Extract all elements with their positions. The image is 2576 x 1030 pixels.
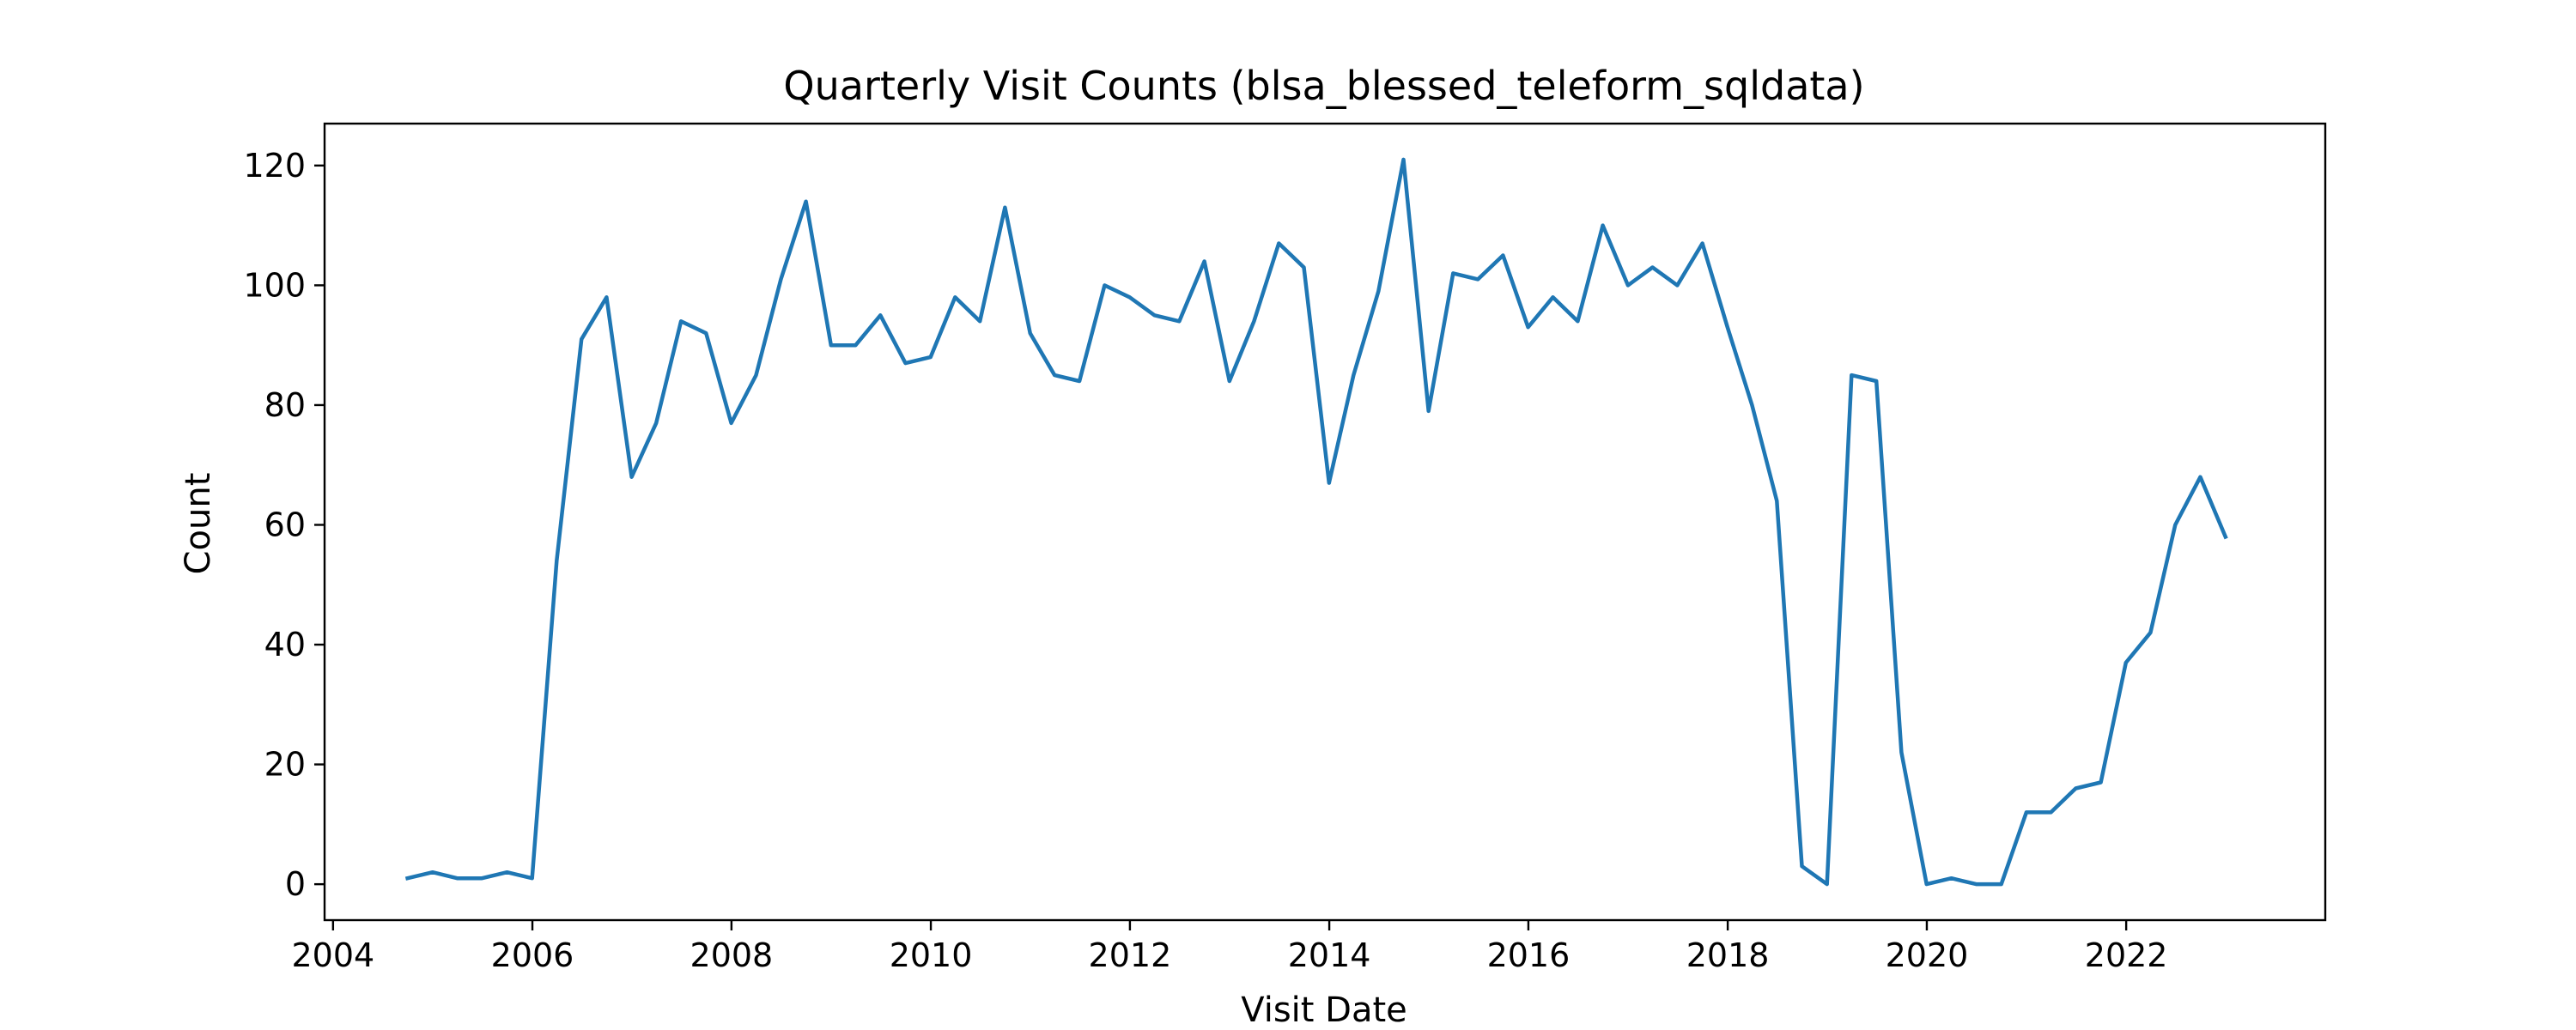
- x-tick-label: 2016: [1487, 936, 1571, 974]
- x-tick-label: 2004: [291, 936, 374, 974]
- y-tick-label: 0: [285, 865, 306, 903]
- x-tick-label: 2018: [1686, 936, 1770, 974]
- x-tick-label: 2006: [491, 936, 574, 974]
- y-axis-label: Count: [179, 473, 218, 575]
- x-tick-label: 2010: [890, 936, 973, 974]
- x-tick-label: 2014: [1288, 936, 1371, 974]
- x-tick-label: 2008: [690, 936, 774, 974]
- x-axis-label: Visit Date: [1241, 991, 1407, 1030]
- x-tick-label: 2020: [1886, 936, 1969, 974]
- y-tick-label: 60: [264, 506, 306, 543]
- x-tick-label: 2012: [1089, 936, 1172, 974]
- chart-title: Quarterly Visit Counts (blsa_blessed_tel…: [783, 63, 1864, 109]
- axis-ticks: 2004 2006 2008 2010 2012 2014 2016 2018 2020 2022…: [243, 147, 2167, 974]
- y-tick-label: 100: [243, 266, 306, 304]
- y-tick-label: 40: [264, 626, 306, 663]
- x-tick-label: 2022: [2085, 936, 2168, 974]
- series-line-0: [404, 157, 2228, 887]
- y-tick-label: 120: [243, 147, 306, 185]
- y-tick-label: 80: [264, 386, 306, 424]
- series-layer: [404, 157, 2228, 887]
- y-tick-label: 20: [264, 746, 306, 784]
- plot-area-frame: [323, 122, 2327, 922]
